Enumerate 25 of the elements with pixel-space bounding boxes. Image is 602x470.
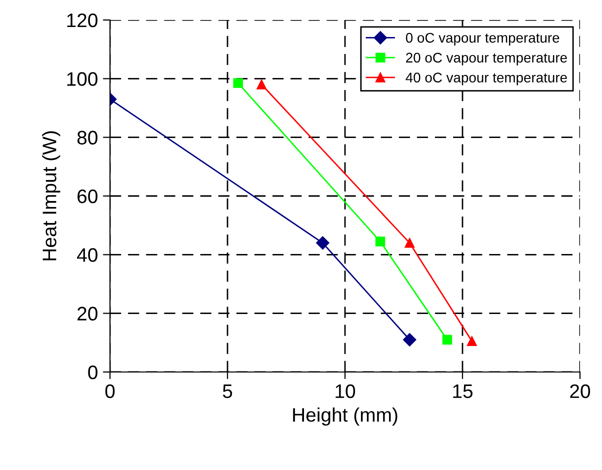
point — [442, 334, 452, 345]
y-tick-label: 80 — [77, 130, 98, 145]
point — [375, 236, 386, 246]
y-tick-label: 100 — [67, 72, 98, 86]
point — [404, 238, 414, 248]
x-tick-label: 10 — [336, 384, 356, 398]
y-tick-label: 0 — [88, 365, 98, 380]
point — [256, 80, 266, 90]
y-tick-label: 120 — [67, 13, 98, 28]
x-tick-label: 0 — [105, 384, 115, 398]
point — [403, 333, 416, 346]
point — [467, 336, 477, 346]
point — [233, 78, 243, 88]
legend-label: 20 oC vapour temperature — [406, 52, 567, 66]
x-axis-title: Height (mm) — [293, 407, 398, 426]
legend-label: 40 oC vapour temperature — [406, 72, 567, 86]
x-tick-label: 20 — [570, 384, 590, 398]
x-tick-label: 15 — [453, 384, 472, 398]
y-tick-label: 40 — [77, 248, 98, 262]
x-tick-label: 5 — [222, 384, 232, 398]
y-axis-title: Heat Imput (W) — [42, 131, 60, 260]
y-tick-label: 20 — [78, 306, 98, 321]
y-tick-label: 60 — [78, 189, 98, 204]
legend-label: 0 oC vapour temperature — [406, 32, 560, 46]
point — [316, 236, 330, 250]
